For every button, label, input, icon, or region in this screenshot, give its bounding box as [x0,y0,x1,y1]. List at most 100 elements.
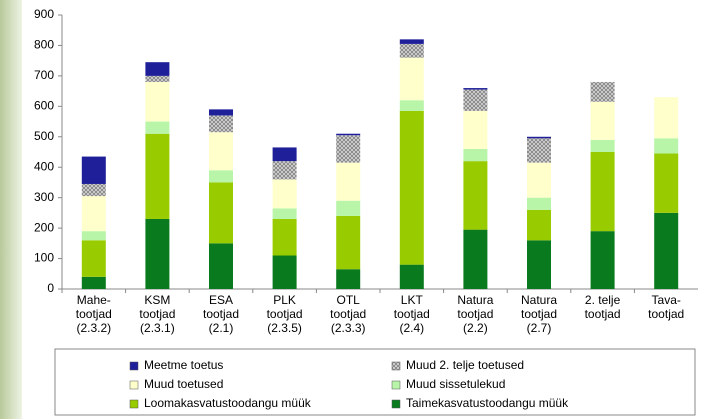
bar-segment [654,153,679,213]
bar-segment [654,97,679,139]
y-tick-label: 100 [34,251,54,265]
bar-segment [272,255,297,289]
bar-segment [399,39,424,44]
bar-segment [527,209,551,241]
bar-segment [399,110,424,265]
bar-segment [399,43,424,58]
bar-segment [336,133,361,136]
y-tick-label: 400 [34,159,54,173]
bar-segment [336,215,361,270]
bar-segment [209,115,233,133]
bar-segment [209,182,233,244]
legend-swatch [129,380,139,390]
bar-segment [527,197,551,210]
bar-segment [81,196,106,232]
bar-segment [463,88,488,90]
legend-swatch [129,361,139,371]
x-tick-label: tootjad [76,307,112,321]
x-tick-label: Tava- [652,293,681,307]
bar-segment [399,100,424,111]
x-tick-label: tootjad [330,307,366,321]
x-tick-label: (2.3.2) [76,321,111,335]
bar-segment [590,81,615,102]
bar-segment [272,147,297,162]
x-tick-label: (2.3.1) [140,321,175,335]
bar-segment [81,183,106,197]
y-tick-label: 500 [34,129,54,143]
bar-segment [527,240,551,289]
legend-label: Meetme toetus [144,358,223,372]
bar-segment [272,218,297,256]
bar-segment [81,156,106,184]
y-tick-label: 200 [34,220,54,234]
legend-swatch [391,380,401,390]
x-tick-label: (2.3.3) [331,321,366,335]
bar-segment [336,135,361,163]
legend-swatch [391,399,401,409]
bar-segment [272,179,297,209]
bar-segment [272,208,297,219]
bar-segment [463,229,488,289]
x-tick-label: tootjad [203,307,239,321]
x-tick-label: KSM [144,293,170,307]
bar-segment [336,200,361,216]
bar-segment [145,81,170,122]
legend-swatch [129,399,139,409]
y-tick-label: 900 [34,7,54,21]
x-tick-label: ESA [209,293,233,307]
bar-segment [527,138,551,163]
bar-segment [81,276,106,289]
x-tick-label: tootjad [267,307,303,321]
y-tick-label: 800 [34,38,54,52]
y-tick-label: 0 [47,281,54,295]
x-tick-label: LKT [401,293,424,307]
legend-label: Loomakasvatustoodangu müük [144,396,312,410]
bar-segment [463,148,488,162]
x-tick-label: Natura [521,293,557,307]
bar-segment [654,212,679,289]
x-tick-label: OTL [337,293,361,307]
legend-label: Muud sissetulekud [406,377,505,391]
x-tick-label: (2.1) [209,321,234,335]
x-tick-label: tootjad [139,307,175,321]
bar-segment [209,132,233,171]
x-tick-label: Natura [457,293,493,307]
bar-segment [209,243,233,289]
x-tick-label: tootjad [457,307,493,321]
x-tick-label: (2.3.5) [267,321,302,335]
bar-segment [590,231,615,289]
bar-segment [209,109,233,116]
bar-segment [654,138,679,154]
legend-label: Taimekasvatustoodangu müük [406,396,569,410]
x-tick-label: PLK [273,293,296,307]
x-tick-label: tootjad [521,307,557,321]
legend-swatch [391,361,401,371]
bar-segment [81,231,106,241]
bar-segment [81,240,106,277]
bar-segment [527,136,551,139]
bar-segment [463,89,488,111]
bar-segment [209,170,233,183]
x-tick-label: (2.2) [463,321,488,335]
x-tick-label: 2. telje [585,293,621,307]
bar-segment [145,62,170,76]
bar-segment [145,121,170,134]
x-tick-label: tootjad [648,307,684,321]
legend-label: Muud 2. telje toetused [406,358,524,372]
x-tick-label: tootjad [394,307,430,321]
x-tick-label: (2.7) [527,321,552,335]
bar-segment [527,162,551,198]
y-tick-label: 600 [34,99,54,113]
bar-segment [145,218,170,289]
x-tick-label: (2.4) [399,321,424,335]
x-tick-label: Mahe- [77,293,111,307]
bar-segment [399,264,424,289]
bar-segment [336,162,361,201]
bar-segment [463,161,488,230]
bar-segment [590,152,615,232]
y-tick-label: 300 [34,190,54,204]
bar-segment [590,139,615,152]
bar-segment [399,57,424,101]
bar-segment [272,161,297,180]
